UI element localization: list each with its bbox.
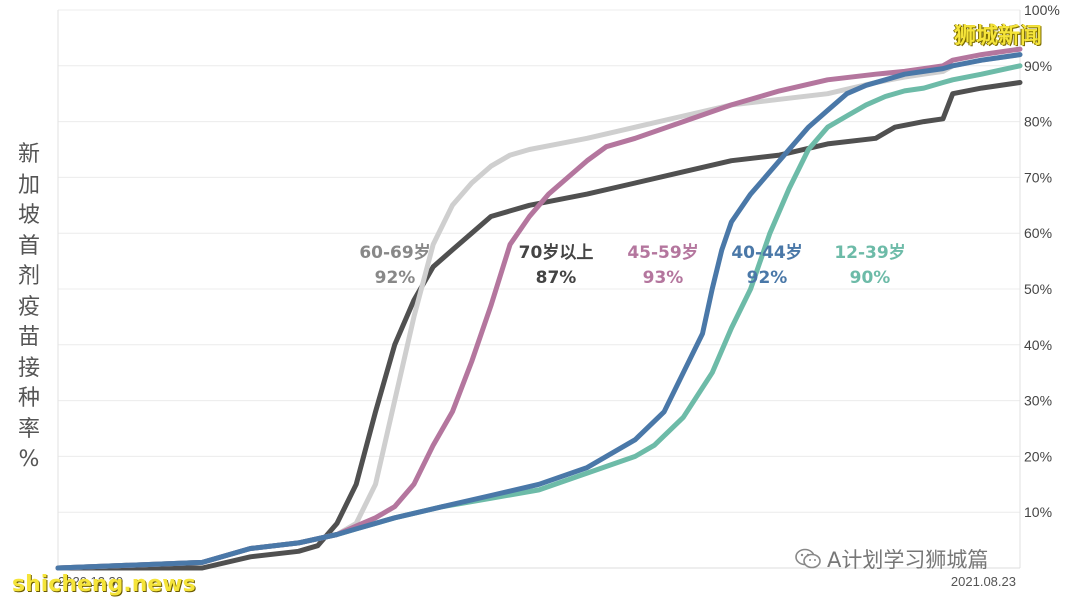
y-tick-label: 40% <box>1024 337 1052 353</box>
series-value-label: 92% <box>375 268 416 288</box>
series-name-label: 70岁以上 <box>519 242 594 263</box>
wechat-account: A计划学习狮城篇 <box>795 544 988 574</box>
y-axis-label: 新加坡首剂疫苗接种率% <box>12 140 46 476</box>
y-tick-label: 50% <box>1024 281 1052 297</box>
watermark: shicheng.news <box>12 572 196 597</box>
tick-labels: 10% 20% 30% 40% 50% 60% 70% 80% 90% 100% 2020.12.3… <box>58 2 1060 589</box>
series-value-label: 90% <box>850 268 891 288</box>
series-line-2 <box>55 46 1023 571</box>
y-axis-label-char: 种 <box>17 386 40 411</box>
y-axis-label-char: 剂 <box>17 264 40 289</box>
y-tick-label: 70% <box>1024 169 1052 185</box>
series-value-label: 92% <box>747 268 788 288</box>
y-axis-label-char: 新 <box>17 142 40 167</box>
series-name-label: 45-59岁 <box>627 242 698 263</box>
x-tick-label-start: 2020.12.30 <box>58 574 123 589</box>
wechat-icon <box>795 548 821 569</box>
wechat-account-name: A计划学习狮城篇 <box>827 548 989 572</box>
y-tick-label: 20% <box>1024 448 1052 464</box>
axes <box>57 10 1021 569</box>
series-line-0 <box>55 80 1023 571</box>
grid-lines <box>58 9 1020 513</box>
series-value-label: 87% <box>536 268 577 288</box>
y-axis-label-char: % <box>18 447 40 472</box>
brand-logo-text: 狮城新闻 <box>953 24 1042 49</box>
series-lines <box>55 46 1023 571</box>
y-axis-label-char: 加 <box>17 172 40 198</box>
y-tick-label: 30% <box>1024 393 1052 409</box>
series-name-label: 60-69岁 <box>359 242 430 263</box>
y-axis-label-char: 首 <box>17 233 40 259</box>
y-tick-label: 10% <box>1024 504 1052 520</box>
series-name-label: 40-44岁 <box>731 242 802 263</box>
y-tick-label: 60% <box>1024 225 1052 241</box>
y-axis-label-char: 苗 <box>17 325 40 350</box>
y-tick-label: 100% <box>1024 2 1060 18</box>
series-labels: 70岁以上 87% 60-69岁 92% 45-59岁 93% 40-44岁 92% 12-39… <box>359 242 905 288</box>
y-tick-label: 80% <box>1024 114 1052 130</box>
y-tick-label: 90% <box>1024 58 1052 74</box>
y-axis-label-char: 接 <box>17 355 40 381</box>
x-tick-label-end: 2021.08.23 <box>951 574 1016 589</box>
series-line-3 <box>55 52 1023 571</box>
y-axis-label-char: 疫 <box>17 294 40 320</box>
series-value-label: 93% <box>643 268 684 288</box>
y-axis-label-char: 坡 <box>17 203 40 228</box>
series-line-4 <box>55 63 1023 571</box>
y-axis-label-char: 率 <box>17 416 40 442</box>
series-name-label: 12-39岁 <box>834 242 905 263</box>
